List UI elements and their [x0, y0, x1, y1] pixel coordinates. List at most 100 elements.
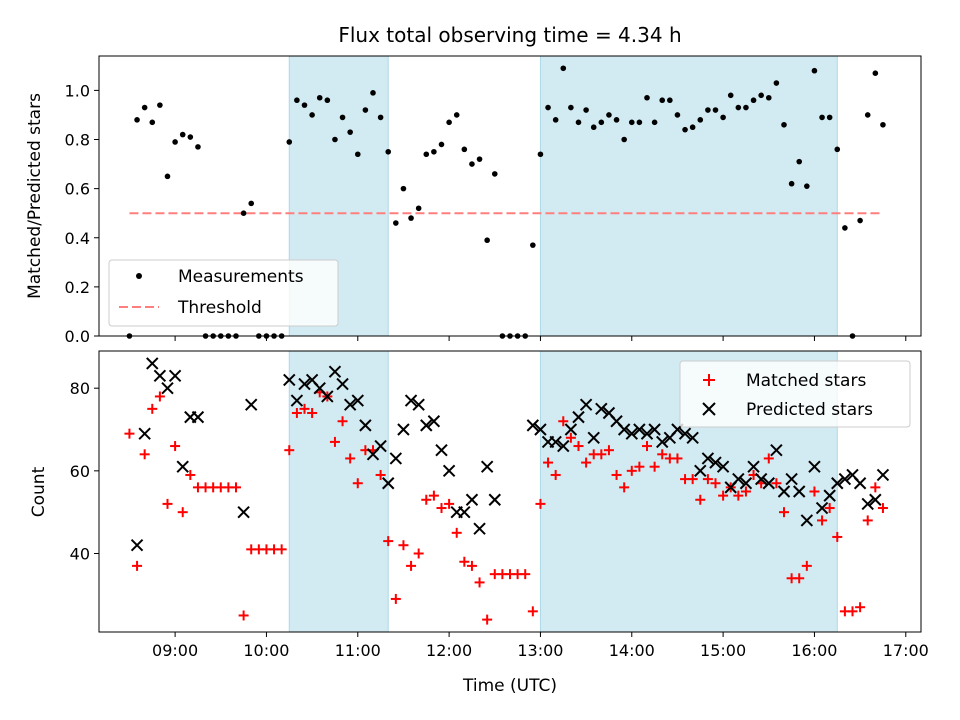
matched-star-point [847, 606, 858, 617]
predicted-star-point [153, 369, 167, 383]
x-axis-label: Time (UTC) [462, 676, 557, 696]
measurement-point [385, 148, 392, 155]
matched-star-point [390, 593, 401, 604]
predicted-star-point [876, 468, 890, 482]
matched-star-point [695, 494, 706, 505]
matched-star-point [535, 498, 546, 509]
predicted-star-point [161, 381, 174, 395]
matched-star-point [177, 507, 188, 518]
measurement-point [765, 94, 772, 101]
matched-star-point [603, 445, 614, 456]
measurement-point [164, 173, 171, 180]
measurement-point [857, 217, 863, 224]
matched-star-point [626, 465, 637, 476]
predicted-star-point [564, 423, 578, 436]
matched-star-point [862, 515, 873, 526]
measurement-point [469, 161, 475, 167]
measurement-point [172, 139, 178, 145]
matched-star-point [832, 531, 843, 542]
measurement-point [149, 119, 156, 126]
measurement-point [880, 121, 886, 128]
top-panel: 0.0 0.2 0.4 0.6 0.8 1.0 Matched/Predicted sta… [25, 55, 922, 346]
x-tick-label: 13:00 [517, 641, 563, 660]
predicted-star-point [130, 539, 144, 552]
measurement-point [773, 80, 780, 86]
measurement-point [750, 97, 757, 104]
bottom-legend-box [679, 360, 911, 428]
x-tick-label: 09:00 [152, 641, 198, 660]
predicted-star-point [283, 373, 296, 387]
predicted-star-point [739, 477, 753, 490]
predicted-star-point [793, 485, 806, 498]
measurement-point [446, 119, 452, 126]
matched-star-point [406, 560, 417, 571]
measurement-point [339, 114, 346, 121]
bottom-axes-frame [98, 350, 922, 633]
matched-star-point [817, 515, 828, 526]
predicted-star-point [427, 415, 441, 428]
matched-star-point [657, 449, 668, 460]
matched-star-point [527, 606, 538, 617]
matched-star-point [619, 482, 630, 493]
measurement-point [712, 107, 719, 113]
predicted-star-point [245, 398, 258, 411]
predicted-star-point [534, 423, 547, 436]
matched-star-point [436, 503, 447, 514]
measurement-point [537, 151, 544, 158]
matched-star-point [162, 498, 173, 509]
predicted-star-point [343, 398, 357, 411]
matched-star-point [877, 503, 888, 514]
matched-star-point [482, 614, 493, 625]
predicted-star-point [176, 460, 189, 473]
matched-star-point [870, 482, 881, 493]
matched-star-point [801, 560, 812, 571]
measurement-point [179, 131, 186, 138]
matched-star-point [231, 482, 241, 493]
matched-star-point [794, 573, 805, 584]
measurement-point [370, 90, 376, 96]
x-tick-label: 12:00 [426, 641, 472, 660]
measurement-point [393, 220, 399, 226]
matched-star-point [672, 453, 683, 464]
measurement-point [621, 136, 627, 143]
y-tick-label: 40 [70, 544, 90, 563]
measurement-point [864, 112, 871, 118]
predicted-star-point [716, 460, 730, 473]
matched-star-point [740, 486, 751, 497]
matched-star-point [291, 407, 302, 418]
predicted-star-point [298, 377, 311, 391]
measurement-point [476, 156, 483, 162]
matched-star-point [779, 507, 789, 518]
measurement-point [819, 114, 825, 121]
matched-star-point [634, 461, 645, 472]
matched-star-point [733, 490, 744, 501]
matched-star-point [550, 469, 561, 480]
matched-star-point [573, 441, 584, 452]
predicted-star-point [374, 439, 387, 453]
measurement-point [758, 92, 764, 99]
legend-predicted-marker [702, 402, 716, 416]
measurement-point [408, 215, 414, 221]
measurement-point [667, 97, 673, 104]
predicted-star-point [442, 464, 456, 478]
measurement-point [484, 237, 490, 244]
measurement-point [720, 114, 726, 121]
matched-star-point [763, 453, 774, 464]
measurement-point [575, 119, 582, 126]
predicted-star-point [458, 505, 471, 519]
predicted-star-point [412, 398, 425, 411]
legend-matched-marker [703, 374, 715, 386]
matched-star-point [375, 469, 386, 480]
predicted-star-point [237, 505, 250, 519]
y-tick-label: 0.8 [65, 131, 90, 150]
legend-threshold-label: Threshold [177, 298, 262, 318]
predicted-star-point [587, 431, 600, 444]
measurement-point [134, 117, 140, 123]
predicted-star-point [168, 369, 182, 383]
measurement-point [826, 114, 833, 121]
predicted-star-point [754, 472, 768, 486]
matched-star-point [596, 449, 607, 460]
measurement-point [628, 119, 635, 126]
predicted-star-point [686, 431, 699, 444]
matched-star-point [147, 403, 158, 414]
